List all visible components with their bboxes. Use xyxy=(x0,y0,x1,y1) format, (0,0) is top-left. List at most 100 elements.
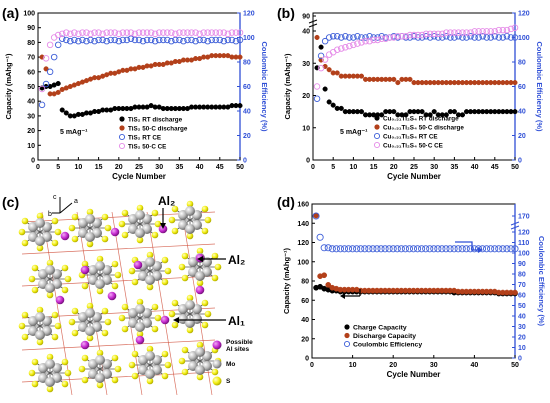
data-point xyxy=(471,28,478,35)
data-point xyxy=(333,33,341,40)
x-axis-label: Cycle Number xyxy=(387,370,441,379)
data-point xyxy=(135,36,143,44)
y2-tick-label: 10 xyxy=(518,345,526,352)
data-point xyxy=(358,73,365,79)
framework-bond xyxy=(21,243,216,255)
data-point xyxy=(212,36,220,44)
ce-axis-pointer xyxy=(455,241,480,251)
data-point xyxy=(369,245,377,253)
data-point xyxy=(466,245,474,253)
legend-marker xyxy=(374,124,380,130)
data-point xyxy=(95,36,102,44)
data-point xyxy=(236,29,244,36)
data-point xyxy=(325,34,333,41)
y2-tick-label: 80 xyxy=(243,60,251,67)
data-point xyxy=(38,85,46,93)
data-point xyxy=(188,36,195,44)
al-site xyxy=(160,315,170,325)
data-point xyxy=(381,245,389,253)
data-point xyxy=(507,25,515,33)
data-point xyxy=(414,245,422,253)
data-point xyxy=(410,31,418,39)
s-atom xyxy=(118,314,126,322)
data-point xyxy=(115,30,123,38)
legend-s: S xyxy=(226,378,231,385)
data-point xyxy=(338,105,344,111)
data-point xyxy=(354,33,361,40)
legend-marker xyxy=(344,324,350,330)
data-point xyxy=(438,245,446,253)
data-point xyxy=(422,30,430,38)
legend-marker xyxy=(343,340,351,348)
framework-bond xyxy=(111,211,143,396)
data-point xyxy=(338,34,345,41)
data-point xyxy=(451,109,457,115)
x-tick-label: 0 xyxy=(311,164,315,171)
s-atom xyxy=(61,286,69,294)
data-point xyxy=(403,112,409,118)
data-point xyxy=(451,29,458,36)
data-point xyxy=(54,31,62,39)
data-point xyxy=(208,36,215,44)
s-atom xyxy=(201,205,209,213)
data-point xyxy=(168,37,175,45)
legend-marker xyxy=(118,142,126,150)
data-point xyxy=(350,34,357,41)
data-point xyxy=(184,29,191,36)
panel-label-d: (d) xyxy=(277,194,295,210)
data-point xyxy=(463,34,470,41)
data-point xyxy=(67,37,74,45)
s-atom xyxy=(71,213,79,221)
data-point xyxy=(491,33,499,40)
data-point xyxy=(188,29,195,36)
y-tick-label: 60 xyxy=(301,298,309,305)
data-point xyxy=(401,245,409,253)
legend-label: Charge Capacity xyxy=(353,325,407,332)
s-atom xyxy=(186,232,194,240)
legend-label: Discharge Capacity xyxy=(353,333,416,340)
data-point xyxy=(172,30,179,38)
data-point xyxy=(443,29,450,36)
data-point xyxy=(208,29,215,36)
data-point xyxy=(455,29,462,36)
data-point xyxy=(333,46,341,54)
data-point xyxy=(103,37,110,45)
legend-al-sites-line2: Al sites xyxy=(226,346,250,353)
data-point xyxy=(325,282,332,288)
data-point xyxy=(389,245,397,253)
data-point xyxy=(507,245,515,253)
s-atom xyxy=(28,275,36,283)
framework-bond xyxy=(21,339,216,351)
s-atom xyxy=(121,231,129,239)
data-point xyxy=(402,33,410,40)
data-point xyxy=(459,29,466,36)
data-point xyxy=(91,29,98,36)
data-point xyxy=(329,33,337,40)
mo-atom xyxy=(135,210,145,220)
data-point xyxy=(63,110,69,116)
s-atom xyxy=(71,307,79,315)
data-point xyxy=(487,28,495,35)
chart-a: 0 5 10 15 20 25 30 35 40 45 50 Cycle Number 0 10 20 30 4… xyxy=(4,11,269,182)
data-point xyxy=(426,245,434,253)
data-point xyxy=(362,34,369,41)
data-point xyxy=(216,29,224,36)
data-point xyxy=(459,112,466,118)
data-point xyxy=(499,34,507,41)
s-atom xyxy=(104,224,112,232)
y-tick-label: 10 xyxy=(302,125,310,132)
mo-atom xyxy=(135,228,145,238)
s-atom xyxy=(36,244,44,252)
data-point xyxy=(390,34,398,41)
y2-tick-label: 40 xyxy=(243,109,251,116)
data-point xyxy=(321,272,328,279)
s-atom xyxy=(181,274,189,282)
axis-break-mark xyxy=(510,221,520,226)
s-atom xyxy=(171,205,179,213)
s-atom xyxy=(211,368,219,376)
data-point xyxy=(342,33,349,40)
s-atom xyxy=(161,256,169,264)
legend-al-sites-line1: Possible xyxy=(226,339,253,346)
data-point xyxy=(340,245,349,253)
data-point xyxy=(512,109,518,115)
